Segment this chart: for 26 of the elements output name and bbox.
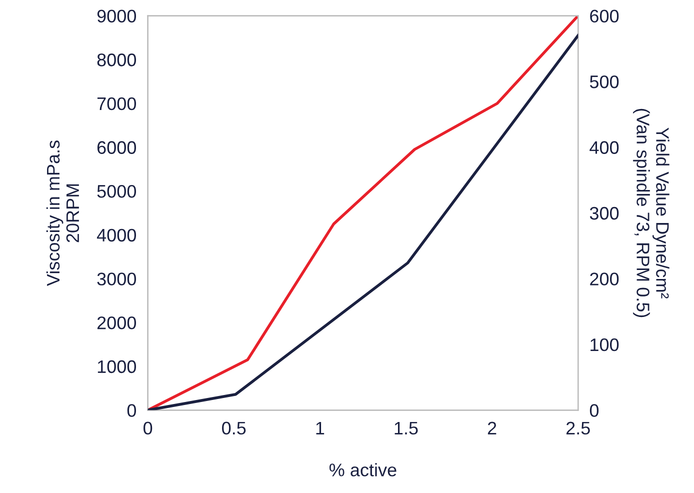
y2-tick-label: 600 [590, 10, 619, 22]
y-tick-label: 5000 [97, 185, 136, 198]
y-axis-title: Viscosity in mPa.s 20RPM [46, 140, 80, 286]
y2-tick-label: 500 [590, 75, 619, 88]
y-tick-label: 4000 [96, 228, 136, 242]
x-tick-label: 1 [316, 422, 324, 434]
y2-tick-label: 0 [590, 404, 599, 417]
y2-tick-label: 100 [590, 338, 619, 352]
y2-axis-title: Yield Value Dyne/cm² (Van spindle 73, RPM 0.5) [633, 108, 670, 318]
y2-tick-label: 400 [590, 141, 619, 154]
y2-tick-label: 300 [590, 206, 619, 220]
y2-tick-label: 200 [590, 272, 619, 286]
y-tick-label: 7000 [97, 97, 136, 110]
x-axis-title: % active [329, 463, 396, 476]
y-tick-label: 6000 [97, 141, 136, 154]
y-tick-label: 9000 [97, 10, 136, 22]
y-tick-label: 0 [127, 404, 136, 417]
y-tick-label: 8000 [97, 54, 136, 66]
x-tick-label: 2 [488, 422, 496, 434]
x-tick-label: 2.5 [566, 422, 590, 435]
x-tick-label: 0 [144, 422, 152, 435]
y-tick-label: 2000 [97, 316, 136, 330]
x-tick-label: 0.5 [222, 422, 246, 435]
y-tick-label: 1000 [98, 360, 136, 374]
y-tick-label: 3000 [97, 272, 136, 286]
x-tick-label: 1.5 [394, 422, 418, 435]
